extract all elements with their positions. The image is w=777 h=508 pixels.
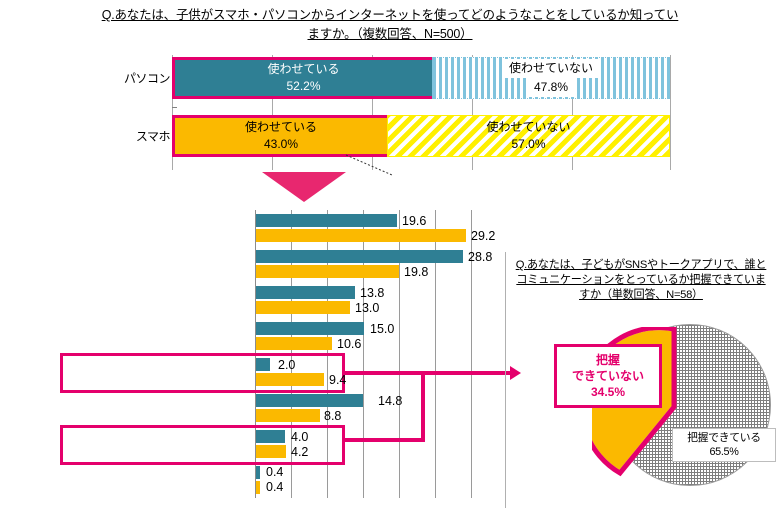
lower-bar-pc-4 bbox=[256, 358, 270, 371]
pie-callout-not-understood: 把握 できていない 34.5% bbox=[554, 344, 662, 408]
top-gridline-2 bbox=[372, 55, 374, 170]
lower-bar-sp-3 bbox=[256, 337, 332, 350]
lower-value-pc-4: 2.0 bbox=[278, 358, 296, 372]
top-segment-sp-notused-pct: 57.0% bbox=[511, 137, 546, 151]
lower-row-7: 何に使っているか知らない 0.4 0.4 bbox=[0, 464, 500, 498]
lower-value-sp-3: 10.6 bbox=[337, 337, 362, 351]
lower-value-sp-6: 4.2 bbox=[291, 445, 309, 459]
lower-value-pc-2: 13.8 bbox=[360, 286, 385, 300]
lower-row-4: LINE、KAKAOなどの トークアプリで友達と会話している 2.0 9.4 bbox=[0, 353, 500, 393]
lower-bar-sp-2 bbox=[256, 301, 350, 314]
pie-label-understood-pct: 65.5% bbox=[709, 446, 739, 458]
lower-value-pc-3: 15.0 bbox=[370, 322, 395, 336]
highlight-box-sns bbox=[60, 425, 345, 465]
connector-vertical bbox=[421, 371, 425, 442]
lower-value-pc-1: 28.8 bbox=[468, 250, 493, 264]
q1-title: Q.あなたは、子供がスマホ・パソコンからインターネットを使ってどのようなことをし… bbox=[101, 8, 679, 41]
lower-bar-pc-5 bbox=[256, 394, 363, 407]
top-row-label-pc: パソコン bbox=[123, 71, 171, 86]
lower-value-sp-7: 0.4 bbox=[266, 480, 284, 494]
pie-label-understood: 把握できている 65.5% bbox=[672, 428, 776, 462]
top-segment-pc-used: 使わせている 52.2% bbox=[172, 57, 435, 99]
lower-row-3: 好きな芸能人やアニメなど、 趣味の検索をしている 15.0 10.6 bbox=[0, 320, 500, 354]
pie-callout-line1: 把握 bbox=[595, 353, 620, 367]
lower-row-2: ニュースを見ている 13.8 13.0 bbox=[0, 284, 500, 318]
pie-callout-line3: 34.5% bbox=[590, 385, 626, 399]
top-row-label-sp: スマホ bbox=[135, 129, 171, 144]
connector-top-horizontal bbox=[345, 371, 425, 375]
top-segment-pc-used-pct: 52.2% bbox=[286, 79, 321, 93]
top-segment-sp-used: 使わせている 43.0% bbox=[172, 115, 390, 157]
lower-row-0: ゲーム 19.6 29.2 bbox=[0, 212, 500, 246]
top-gridline-5 bbox=[670, 55, 672, 170]
lower-value-sp-0: 29.2 bbox=[471, 229, 496, 243]
top-row-pc: パソコン 使わせている 52.2% 使わせていない 47.8% bbox=[0, 55, 680, 101]
leader-line bbox=[345, 154, 393, 176]
top-segment-pc-notused: 使わせていない 47.8% bbox=[432, 57, 670, 99]
lower-gridline-25 bbox=[435, 210, 436, 498]
lower-grouped-bar-chart: ゲーム 19.6 29.2 YouTube、ニコニコ動画など 動画を閲覧している… bbox=[0, 210, 500, 502]
connector-arrow-head-icon bbox=[510, 366, 521, 380]
lower-bar-sp-5 bbox=[256, 409, 320, 422]
connector-bottom-horizontal bbox=[345, 438, 425, 442]
lower-bar-sp-4 bbox=[256, 373, 324, 386]
lower-bar-pc-1 bbox=[256, 250, 463, 263]
lower-row-6: Facebook、Twitter、mixiなどの SNSを使っている 4.0 4… bbox=[0, 425, 500, 465]
top-row-sp: スマホ 使わせている 43.0% 使わせていない 57.0% bbox=[0, 113, 680, 159]
top-segment-sp-used-label: 使わせている bbox=[244, 120, 317, 134]
connector-arrow-shaft bbox=[421, 371, 513, 375]
top-segment-sp-notused-label: 使わせていない bbox=[486, 120, 571, 134]
lower-bar-sp-0 bbox=[256, 229, 466, 242]
lower-value-pc-5: 14.8 bbox=[378, 394, 403, 408]
top-segment-pc-notused-label: 使わせていない bbox=[502, 59, 599, 78]
pie-chart-panel: 把握 できていない 34.5% 把握できている 65.5% bbox=[505, 252, 777, 508]
lower-bar-pc-3 bbox=[256, 322, 364, 335]
top-axis-tick bbox=[172, 107, 177, 108]
lower-value-sp-5: 8.8 bbox=[324, 409, 342, 423]
lower-gridline-20 bbox=[399, 210, 400, 498]
top-gridline-0 bbox=[172, 55, 174, 170]
q2-title: Q.あなたは、子どもがSNSやトークアプリで、誰とコミュニケーションをとっている… bbox=[515, 259, 767, 301]
lower-bar-pc-0 bbox=[256, 214, 397, 227]
lower-value-sp-4: 9.4 bbox=[329, 373, 347, 387]
lower-bar-pc-6 bbox=[256, 430, 285, 443]
lower-gridline-30 bbox=[471, 210, 472, 498]
pie-callout-line2: できていない bbox=[571, 369, 644, 383]
lower-bar-pc-7 bbox=[256, 466, 260, 479]
top-gridline-3 bbox=[472, 55, 474, 170]
top-segment-sp-notused: 使わせていない 57.0% bbox=[387, 115, 670, 157]
lower-row-5: 学校の課題など、勉強に関する検索をしている 14.8 8.8 bbox=[0, 392, 500, 426]
top-stacked-bar-chart: パソコン 使わせている 52.2% 使わせていない 47.8% スマホ 使わせて… bbox=[0, 55, 680, 176]
lower-gridline-15 bbox=[363, 210, 364, 498]
lower-value-pc-6: 4.0 bbox=[291, 430, 309, 444]
pie-label-understood-name: 把握できている bbox=[687, 432, 761, 444]
top-gridline-1 bbox=[272, 55, 274, 170]
top-gridline-4 bbox=[572, 55, 574, 170]
lower-value-pc-0: 19.6 bbox=[402, 214, 427, 228]
lower-bar-sp-7 bbox=[256, 481, 260, 494]
top-segment-pc-notused-pct: 47.8% bbox=[527, 78, 575, 97]
top-segment-pc-used-label: 使わせている bbox=[267, 62, 340, 76]
top-segment-sp-used-pct: 43.0% bbox=[263, 137, 299, 151]
lower-value-sp-2: 13.0 bbox=[355, 301, 380, 315]
lower-value-pc-7: 0.4 bbox=[266, 465, 284, 479]
lower-row-1: YouTube、ニコニコ動画など 動画を閲覧している 28.8 19.8 bbox=[0, 248, 500, 282]
down-arrow-icon bbox=[262, 172, 346, 202]
lower-value-sp-1: 19.8 bbox=[404, 265, 429, 279]
lower-bar-sp-6 bbox=[256, 445, 286, 458]
lower-bar-pc-2 bbox=[256, 286, 355, 299]
pie-chart: 把握 できていない 34.5% 把握できている 65.5% bbox=[554, 324, 776, 504]
highlight-box-line bbox=[60, 353, 345, 393]
lower-bar-sp-1 bbox=[256, 265, 399, 278]
